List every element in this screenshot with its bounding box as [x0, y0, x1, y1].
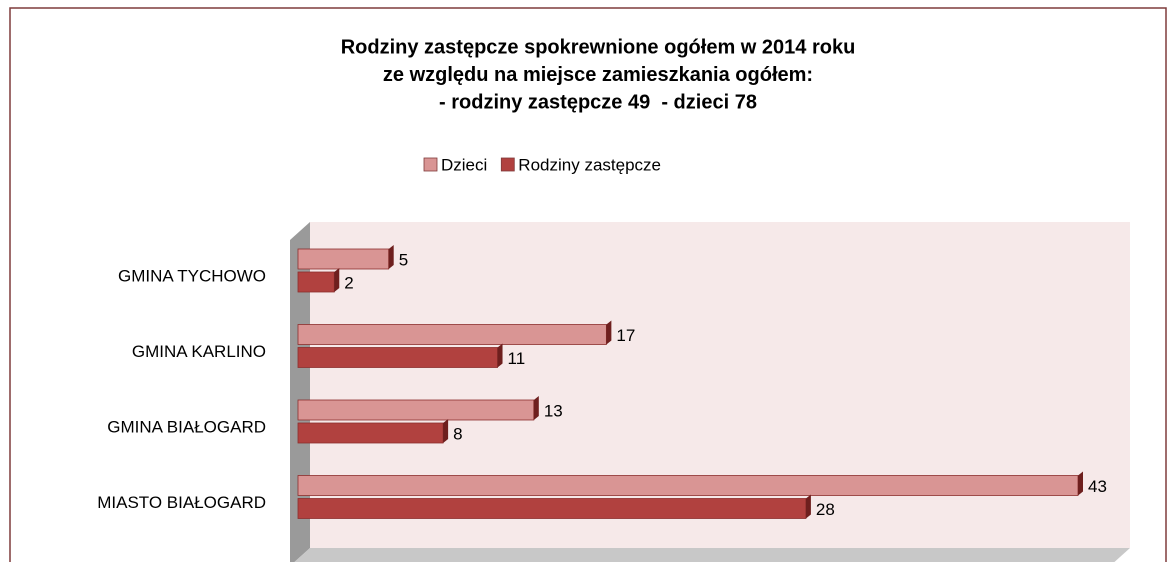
bar-side — [443, 419, 449, 443]
bar-side — [334, 268, 340, 292]
legend-swatch — [500, 157, 515, 172]
bar-side — [497, 343, 503, 368]
data-label: 13 — [544, 401, 563, 420]
floor — [294, 548, 1130, 562]
bar-side — [606, 320, 612, 345]
y-tick-label: GMINA KARLINO — [132, 342, 266, 361]
chart-title: Rodziny zastępcze spokrewnione ogółem w … — [341, 36, 856, 58]
bar — [297, 475, 1079, 496]
bar — [297, 271, 335, 293]
data-label: 11 — [508, 349, 526, 368]
chart-title: - rodziny zastępcze 49 - dzieci 78 — [439, 91, 757, 113]
chart-title: ze względu na miejsce zamieszkania ogółe… — [383, 64, 813, 86]
bar — [297, 422, 444, 444]
bar-side — [805, 494, 811, 519]
bar — [297, 324, 607, 345]
y-tick-label: GMINA BIAŁOGARD — [107, 417, 266, 436]
bar — [297, 399, 535, 421]
bar-side — [388, 245, 394, 269]
y-tick-label: MIASTO BIAŁOGARD — [97, 493, 266, 512]
legend-label: Dzieci — [441, 155, 487, 174]
bar-side — [1078, 471, 1083, 496]
data-label: 17 — [616, 326, 635, 345]
data-label: 2 — [344, 273, 353, 292]
y-tick-label: GMINA TYCHOWO — [118, 266, 266, 285]
legend-label: Rodziny zastępcze — [518, 155, 661, 174]
bar — [297, 248, 390, 270]
data-label: 8 — [453, 424, 462, 443]
data-label: 5 — [399, 250, 408, 269]
data-label: 43 — [1088, 477, 1107, 496]
bar-side — [533, 396, 539, 420]
legend-swatch — [423, 157, 438, 172]
bar — [297, 498, 807, 519]
bar — [297, 347, 498, 368]
back-wall — [310, 222, 1130, 548]
data-label: 28 — [816, 500, 835, 519]
